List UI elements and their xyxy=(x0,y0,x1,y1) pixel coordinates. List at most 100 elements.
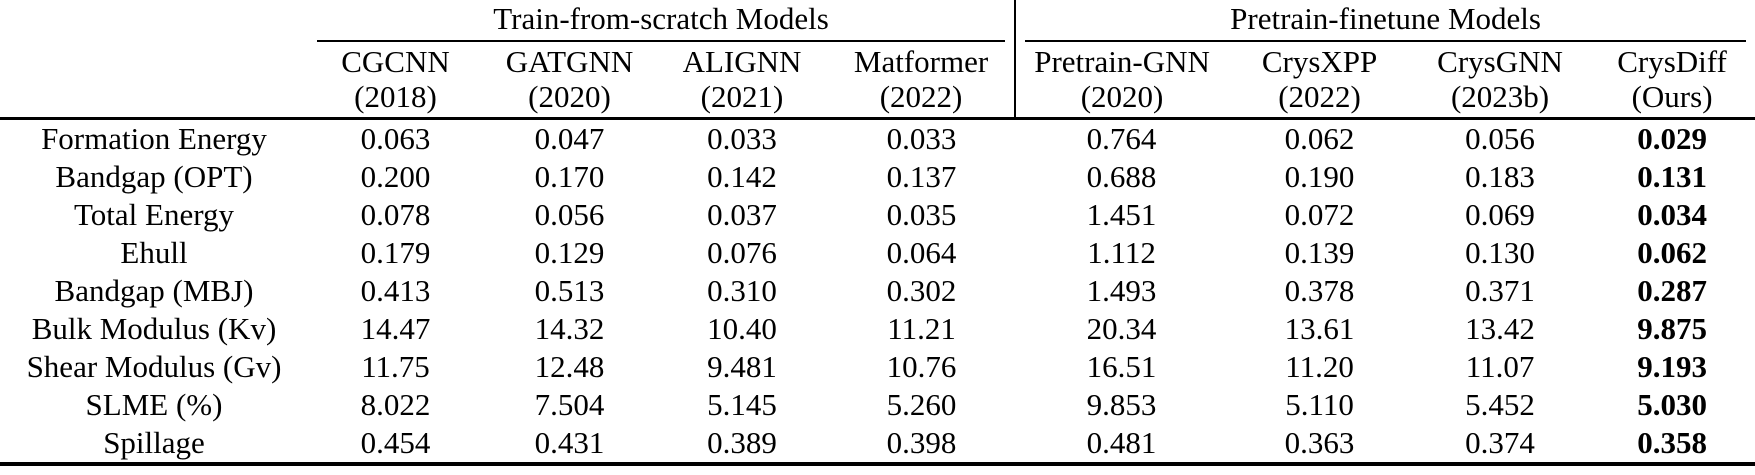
value-cell: 0.129 xyxy=(534,235,605,270)
group-header-row: Train-from-scratch Models Pretrain-finet… xyxy=(0,0,1755,42)
value-cell: 0.358 xyxy=(1589,424,1755,466)
value-cell: 7.504 xyxy=(534,387,605,422)
value-cell: 0.371 xyxy=(1465,273,1535,308)
row-label: Bulk Modulus (Kv) xyxy=(31,311,277,346)
model-year: (2020) xyxy=(1080,79,1164,114)
value-cell: 11.75 xyxy=(361,349,430,384)
value-cell: 0.200 xyxy=(360,159,431,194)
corner-cell xyxy=(0,0,308,42)
value-cell: 0.033 xyxy=(886,121,957,156)
table-row: Bandgap (OPT) 0.200 0.170 0.142 0.137 0.688 0.… xyxy=(0,158,1755,196)
value-cell: 0.513 xyxy=(534,273,605,308)
table-row: Ehull 0.179 0.129 0.076 0.064 1.112 0.139 0.130… xyxy=(0,234,1755,272)
value-cell: 11.21 xyxy=(887,311,956,346)
model-year: (Ours) xyxy=(1631,79,1713,114)
value-cell: 5.145 xyxy=(707,387,777,422)
value-cell: 0.179 xyxy=(360,235,431,270)
row-label: SLME (%) xyxy=(85,387,223,422)
value-cell: 0.363 xyxy=(1228,424,1412,466)
value-cell: 10.76 xyxy=(886,349,957,384)
value-cell: 12.48 xyxy=(534,349,605,384)
value-cell: 0.062 xyxy=(1637,235,1707,270)
value-cell: 0.287 xyxy=(1637,273,1707,308)
column-header-crysdiff: CrysDiff (Ours) xyxy=(1589,42,1755,120)
model-year: (2020) xyxy=(528,79,611,114)
row-label: Bandgap (OPT) xyxy=(55,159,253,194)
value-cell: 0.078 xyxy=(360,197,431,232)
row-label: Total Energy xyxy=(74,197,234,232)
column-header-matformer: Matformer (2022) xyxy=(828,42,1016,120)
value-cell: 16.51 xyxy=(1086,349,1157,384)
model-year: (2018) xyxy=(354,79,437,114)
column-header-alignn: ALIGNN (2021) xyxy=(656,42,828,120)
value-cell: 10.40 xyxy=(707,311,777,346)
value-cell: 0.035 xyxy=(886,197,957,232)
value-cell: 0.688 xyxy=(1086,159,1157,194)
value-cell: 0.130 xyxy=(1465,235,1535,270)
value-cell: 0.302 xyxy=(886,273,957,308)
row-label: Spillage xyxy=(0,424,308,466)
value-cell: 0.056 xyxy=(1465,121,1535,156)
table-row: Formation Energy 0.063 0.047 0.033 0.033 0.76… xyxy=(0,119,1755,159)
value-cell: 0.378 xyxy=(1284,273,1355,308)
value-cell: 5.452 xyxy=(1465,387,1535,422)
model-name: CrysGNN xyxy=(1437,44,1563,79)
model-year: (2023b) xyxy=(1450,79,1550,114)
value-cell: 0.137 xyxy=(886,159,957,194)
value-cell: 5.030 xyxy=(1637,387,1707,422)
value-cell: 0.389 xyxy=(656,424,828,466)
model-name: Matformer xyxy=(853,44,989,79)
value-cell: 14.32 xyxy=(534,311,605,346)
value-cell: 8.022 xyxy=(360,387,431,422)
column-header-cgcnn: CGCNN (2018) xyxy=(308,42,483,120)
value-cell: 11.20 xyxy=(1285,349,1354,384)
table-row: Shear Modulus (Gv) 11.75 12.48 9.481 10.76 16… xyxy=(0,348,1755,386)
column-header-crysxpp: CrysXPP (2022) xyxy=(1228,42,1412,120)
group-header-train-from-scratch: Train-from-scratch Models xyxy=(308,0,1015,42)
row-label: Ehull xyxy=(120,235,188,270)
value-cell: 0.142 xyxy=(707,159,777,194)
model-name: GATGNN xyxy=(505,44,634,79)
model-name: CGCNN xyxy=(341,44,450,79)
group-header-pretrain-finetune: Pretrain-finetune Models xyxy=(1014,0,1755,42)
value-cell: 14.47 xyxy=(360,311,431,346)
value-cell: 13.42 xyxy=(1465,311,1535,346)
value-cell: 0.190 xyxy=(1284,159,1355,194)
column-header-gatgnn: GATGNN (2020) xyxy=(483,42,656,120)
model-year: (2022) xyxy=(1278,79,1361,114)
value-cell: 0.062 xyxy=(1284,121,1355,156)
value-cell: 13.61 xyxy=(1284,311,1355,346)
row-label: Bandgap (MBJ) xyxy=(54,273,254,308)
results-table-body: Formation Energy 0.063 0.047 0.033 0.033 0.76… xyxy=(0,119,1755,466)
value-cell: 0.170 xyxy=(534,159,605,194)
value-cell: 0.063 xyxy=(360,121,431,156)
value-cell: 0.076 xyxy=(707,235,777,270)
column-header-row: CGCNN (2018) GATGNN (2020) ALIGNN (2021)… xyxy=(0,42,1755,120)
model-year: (2022) xyxy=(879,79,963,114)
value-cell: 0.431 xyxy=(483,424,656,466)
model-name: Pretrain-GNN xyxy=(1034,44,1210,79)
row-label: Shear Modulus (Gv) xyxy=(26,349,282,384)
value-cell: 0.072 xyxy=(1284,197,1355,232)
value-cell: 0.056 xyxy=(534,197,605,232)
value-cell: 11.07 xyxy=(1465,349,1535,384)
value-cell: 0.413 xyxy=(360,273,431,308)
table-row: SLME (%) 8.022 7.504 5.145 5.260 9.853 5.110 5.… xyxy=(0,386,1755,424)
value-cell: 1.451 xyxy=(1086,197,1157,232)
value-cell: 0.139 xyxy=(1284,235,1355,270)
value-cell: 0.131 xyxy=(1637,159,1707,194)
value-cell: 0.064 xyxy=(886,235,957,270)
model-name: CrysXPP xyxy=(1261,44,1378,79)
row-label-column-header xyxy=(0,42,308,120)
model-year: (2021) xyxy=(700,79,784,114)
value-cell: 20.34 xyxy=(1086,311,1157,346)
value-cell: 0.374 xyxy=(1411,424,1590,466)
value-cell: 9.481 xyxy=(707,349,777,384)
model-name: ALIGNN xyxy=(682,44,802,79)
value-cell: 0.047 xyxy=(534,121,605,156)
value-cell: 5.260 xyxy=(886,387,957,422)
table-row: Total Energy 0.078 0.056 0.037 0.035 1.451 0.0… xyxy=(0,196,1755,234)
value-cell: 0.037 xyxy=(707,197,777,232)
